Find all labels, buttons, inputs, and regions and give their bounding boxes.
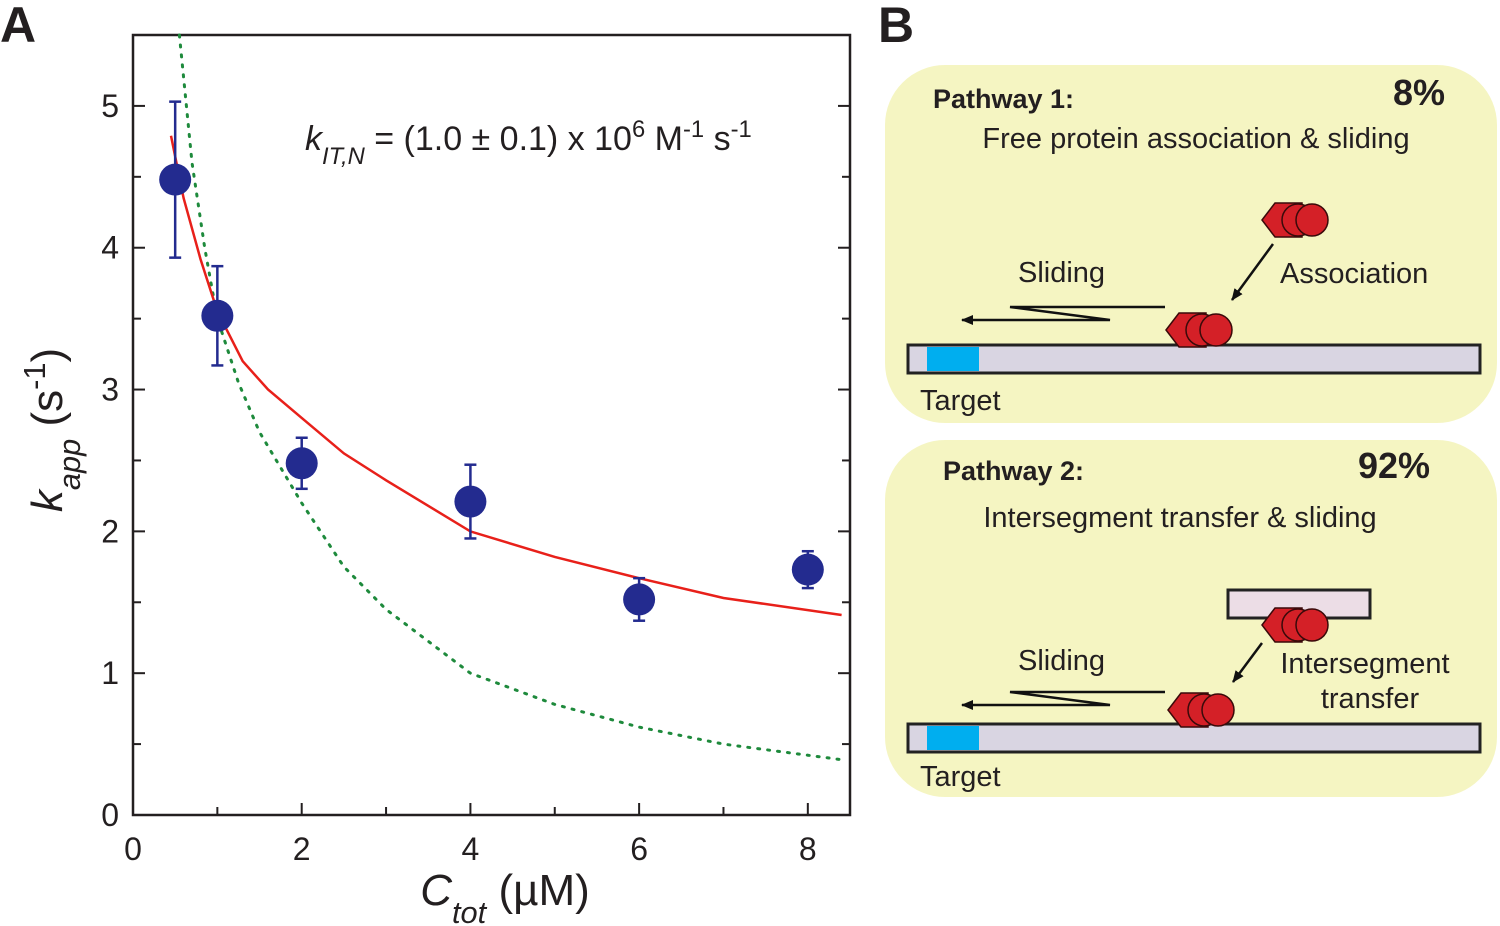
text-part: (µM): [486, 866, 590, 915]
text-part: k: [305, 120, 324, 158]
y-axis-label: kapp (s-1): [17, 348, 87, 512]
plot: 0 1 2 3 4 5 0 2 4 6 8: [101, 33, 852, 867]
y-tick-label: 1: [101, 655, 119, 691]
sliding-arrow: [961, 305, 1165, 325]
text-part: C: [420, 866, 453, 915]
data-point: [791, 553, 824, 586]
protein: [1167, 692, 1235, 728]
protein: [1261, 607, 1329, 643]
fit-curve: [169, 135, 842, 617]
text-part: IT,N: [322, 143, 366, 170]
text-part: -1: [17, 362, 52, 389]
pathway-box: [885, 65, 1497, 423]
sliding-arrow: [961, 690, 1165, 710]
step-label: Association: [1280, 258, 1428, 290]
text-part: M: [645, 120, 683, 158]
pathway-title: Pathway 1:: [933, 84, 1074, 114]
text-part: ): [23, 348, 72, 363]
annotation: kIT,N = (1.0 ± 0.1) x 106 M-1 s-1: [305, 116, 752, 170]
y-tick-label: 2: [101, 513, 119, 549]
y-tick-label: 4: [101, 230, 119, 266]
data-point: [159, 163, 192, 196]
data-point: [623, 583, 656, 616]
association-arrow: [1230, 243, 1275, 301]
text-part: k: [23, 488, 72, 512]
text-part: -1: [683, 116, 704, 143]
target-site: [927, 347, 979, 371]
text-part: 6: [632, 116, 645, 143]
panel-label: B: [878, 0, 914, 53]
step-label: transfer: [1321, 683, 1420, 715]
sliding-label: Sliding: [1018, 645, 1105, 677]
plot-frame: [131, 33, 852, 817]
text-part: tot: [452, 895, 488, 926]
protein: [1261, 202, 1329, 238]
target-label: Target: [920, 385, 1001, 417]
pathway-box: [885, 440, 1497, 797]
text-part: app: [52, 439, 87, 490]
text-part: = (1.0 ± 0.1) x 10: [365, 120, 632, 158]
x-tick-label: 0: [124, 831, 142, 867]
text-part: (s: [23, 390, 72, 439]
transfer-arrow: [1231, 642, 1264, 683]
x-tick-label: 2: [293, 831, 311, 867]
data-point: [285, 447, 318, 480]
y-tick-label: 0: [101, 797, 119, 833]
dna: [906, 722, 1482, 754]
pathway-title: Pathway 2:: [943, 456, 1084, 486]
sliding-label: Sliding: [1018, 257, 1105, 289]
dna: [906, 343, 1482, 375]
x-axis-label: Ctot (µM): [420, 866, 590, 926]
protein: [1165, 312, 1233, 348]
y-tick-label: 3: [101, 372, 119, 408]
data-point: [454, 485, 487, 518]
target-label: Target: [920, 761, 1001, 793]
y-tick-label: 5: [101, 88, 119, 124]
pathway-percent: 8%: [1393, 72, 1445, 113]
x-tick-label: 4: [462, 831, 480, 867]
target-site: [927, 726, 979, 750]
pathway-subtitle: Intersegment transfer & sliding: [983, 502, 1376, 534]
pathway-percent: 92%: [1358, 445, 1430, 486]
panel-label: A: [0, 0, 36, 53]
x-tick-label: 8: [799, 831, 817, 867]
step-label: Intersegment: [1280, 648, 1449, 680]
pathway-subtitle: Free protein association & sliding: [982, 123, 1409, 155]
data-point: [201, 299, 234, 332]
text-part: s: [704, 120, 730, 158]
x-tick-label: 6: [630, 831, 648, 867]
text-part: -1: [731, 116, 752, 143]
